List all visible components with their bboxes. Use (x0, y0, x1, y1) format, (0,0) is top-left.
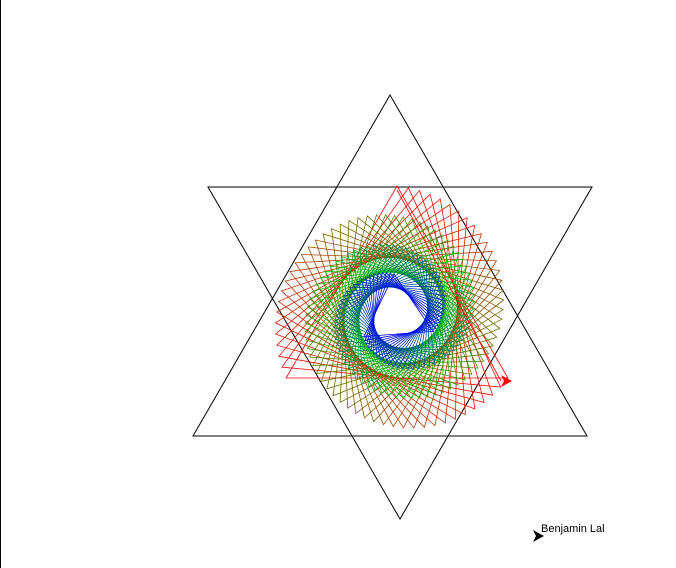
spiral-triangle (364, 272, 437, 341)
star-of-david (192, 94, 593, 520)
spiral-tail-line (396, 189, 502, 382)
spiral-triangle (373, 273, 445, 355)
signature-turtle-icon (533, 530, 544, 542)
star-triangle-up (192, 94, 588, 437)
author-signature: Benjamin Lal (541, 523, 605, 535)
spiral-triangle (366, 272, 439, 345)
spiral-triangle (370, 272, 443, 352)
drawing-turtle-icon (501, 375, 512, 387)
spiral-triangle (368, 271, 441, 349)
color-spiral (274, 185, 509, 429)
spiral-triangle (363, 273, 434, 337)
spiral-triangle (369, 274, 446, 358)
